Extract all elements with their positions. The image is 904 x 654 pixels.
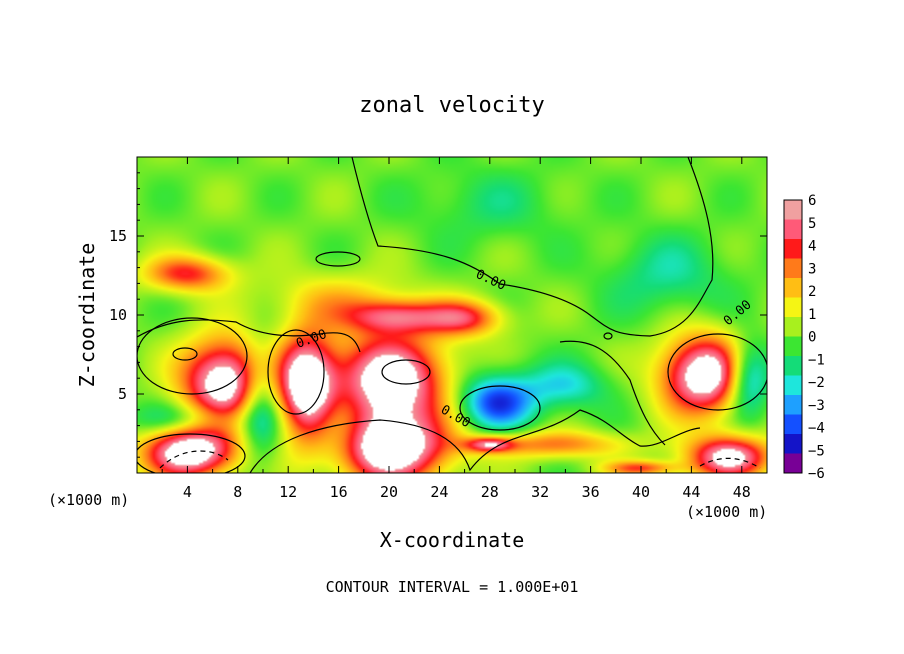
contour-10-loop-1 — [172, 347, 198, 361]
colorbar-tick-label: 5 — [808, 216, 816, 232]
colorbar-swatch — [784, 336, 802, 357]
chart-title: zonal velocity — [359, 93, 544, 118]
x-unit-note-right: (×1000 m) — [686, 503, 767, 521]
x-axis-label: X-coordinate — [380, 528, 525, 552]
x-unit-note-left: (×1000 m) — [48, 491, 129, 509]
colorbar-tick-label: −3 — [808, 398, 825, 414]
colorbar-frame — [783, 199, 803, 474]
velocity-field — [137, 157, 767, 473]
colorbar-tick-label: 3 — [808, 261, 816, 277]
y-axis-label: Z-coordinate — [75, 243, 99, 388]
colorbar-tick-label: −4 — [808, 421, 825, 437]
x-tick-label: 40 — [632, 483, 650, 501]
colorbar-swatch — [784, 200, 802, 220]
x-tick-label: 44 — [682, 483, 700, 501]
colorbar-swatch — [784, 278, 802, 298]
colorbar-tick-label: 4 — [808, 239, 816, 255]
y-tick-label: 15 — [109, 227, 127, 245]
colorbar-swatch — [784, 297, 802, 318]
colorbar-swatch — [784, 239, 802, 259]
colorbar-tick-label: −5 — [808, 443, 825, 459]
colorbar-swatch — [784, 453, 802, 474]
zero-contour-loop-3 — [267, 329, 325, 415]
zero-contour-loop-2 — [137, 317, 248, 395]
x-tick-label: 36 — [582, 483, 600, 501]
contour-neg-dashed-2 — [699, 457, 761, 469]
contour-10-loop-2 — [381, 359, 431, 385]
colorbar-swatch — [784, 414, 802, 435]
y-tick-label: 5 — [118, 385, 127, 403]
zero-contour-loop-6 — [137, 433, 246, 473]
y-axis-tick-labels: 5 10 15 — [109, 227, 127, 403]
y-tick-label: 10 — [109, 306, 127, 324]
colorbar-tick-label: 1 — [808, 307, 816, 323]
colorbar-tick-label: 0 — [808, 330, 816, 346]
x-tick-label: 8 — [233, 483, 242, 501]
colorbar-swatch — [784, 219, 802, 240]
colorbar-tick-label: 6 — [808, 193, 816, 209]
zero-contour-right — [559, 340, 666, 446]
contour-labels: 0.00 0.00 0.00 0.00 — [294, 267, 754, 431]
x-tick-label: 4 — [183, 483, 192, 501]
x-tick-label: 12 — [279, 483, 297, 501]
contour-10-loop-3 — [603, 332, 613, 340]
colorbar-swatch — [784, 434, 802, 454]
colorbar-swatch — [784, 258, 802, 279]
y-axis-ticks — [137, 172, 767, 458]
zero-contour-top — [351, 157, 714, 337]
zero-contour-loop-5 — [667, 333, 767, 411]
colorbar-tick-label: 2 — [808, 284, 816, 300]
x-axis-tick-labels: 4 8 12 16 20 24 28 32 36 40 44 48 — [183, 483, 751, 501]
colorbar — [783, 199, 803, 474]
x-tick-label: 16 — [330, 483, 348, 501]
x-tick-label: 20 — [380, 483, 398, 501]
zero-contour-lower — [249, 409, 701, 473]
plot-area: 0.00 0.00 0.00 0.00 — [136, 156, 768, 474]
colorbar-tick-label: −1 — [808, 352, 825, 368]
zero-contour-loop-4 — [459, 385, 541, 431]
x-tick-label: 32 — [531, 483, 549, 501]
colorbar-tick-label: −2 — [808, 375, 825, 391]
contour-interval-note: CONTOUR INTERVAL = 1.000E+01 — [326, 578, 579, 596]
colorbar-swatch — [784, 317, 802, 337]
contour-neg-dashed-1 — [159, 450, 229, 469]
colorbar-swatch — [784, 356, 802, 376]
colorbar-swatch — [784, 395, 802, 415]
x-axis-ticks — [161, 157, 743, 473]
zero-contour-loop-1 — [315, 251, 361, 267]
colorbar-swatch — [784, 375, 802, 396]
x-tick-label: 28 — [481, 483, 499, 501]
colorbar-tick-label: −6 — [808, 466, 825, 482]
contour-lines — [137, 157, 767, 473]
colorbar-tick-labels: 6 5 4 3 2 1 0 −1 −2 −3 −4 −5 −6 — [808, 193, 825, 482]
x-tick-label: 24 — [430, 483, 448, 501]
x-tick-label: 48 — [733, 483, 751, 501]
zero-contour-mid — [137, 319, 361, 353]
